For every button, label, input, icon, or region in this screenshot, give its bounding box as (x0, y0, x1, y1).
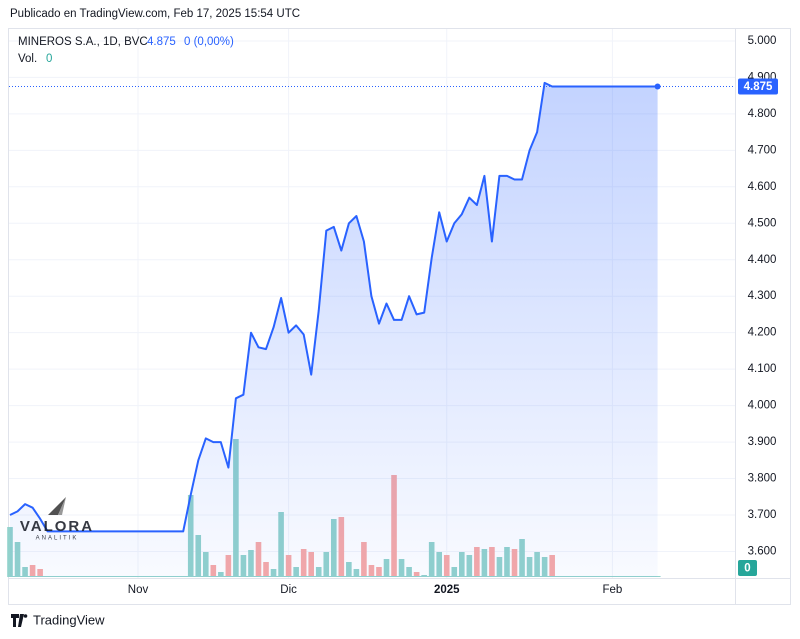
price-line (9, 81, 658, 533)
y-tick-label: 4.800 (748, 108, 777, 120)
y-tick-label: 3.800 (748, 473, 777, 485)
x-tick-label: Feb (602, 584, 622, 596)
x-tick-label: Dic (280, 584, 297, 596)
watermark-brand: VALORA (20, 518, 94, 535)
footer: TradingView (11, 612, 105, 627)
x-tick-label: 2025 (434, 584, 460, 596)
published-note: Publicado en TradingView.com, Feb 17, 20… (10, 8, 300, 20)
legend-symbol: MINEROS S.A., 1D, BVC (18, 36, 148, 48)
last-volume-box (738, 560, 757, 576)
price-area (10, 82, 658, 578)
y-tick-label: 4.700 (748, 144, 777, 156)
legend-volume-value: 0 (46, 53, 52, 65)
y-tick-label: 4.000 (748, 400, 777, 412)
footer-logo: TradingView (33, 612, 105, 627)
watermark-sub: ANALITIK (36, 536, 79, 542)
x-tick-label: Nov (128, 584, 149, 596)
legend-price: 4.875 (147, 36, 176, 48)
last-price-label: 4.875 (744, 81, 773, 93)
price-series (9, 81, 735, 578)
y-tick-label: 4.100 (748, 363, 777, 375)
y-tick-label: 4.300 (748, 290, 777, 302)
y-tick-label: 3.600 (748, 546, 777, 558)
y-tick-label: 3.900 (748, 436, 777, 448)
y-tick-label: 4.400 (748, 254, 777, 266)
legend: MINEROS S.A., 1D, BVC 4.875 0 (0,00%) Vo… (18, 36, 234, 65)
chart-frame (8, 28, 791, 605)
y-tick-label: 4.200 (748, 327, 777, 339)
watermark: VALORA ANALITIK (20, 497, 94, 542)
last-volume-label: 0 (744, 563, 750, 575)
y-tick-label: 4.500 (748, 217, 777, 229)
last-price-box (738, 78, 778, 95)
y-tick-label: 5.000 (748, 35, 777, 47)
y-tick-label: 4.600 (748, 181, 777, 193)
legend-volume: Vol. (18, 53, 37, 65)
legend-change: 0 (0,00%) (184, 36, 234, 48)
y-tick-label: 3.700 (748, 509, 777, 521)
